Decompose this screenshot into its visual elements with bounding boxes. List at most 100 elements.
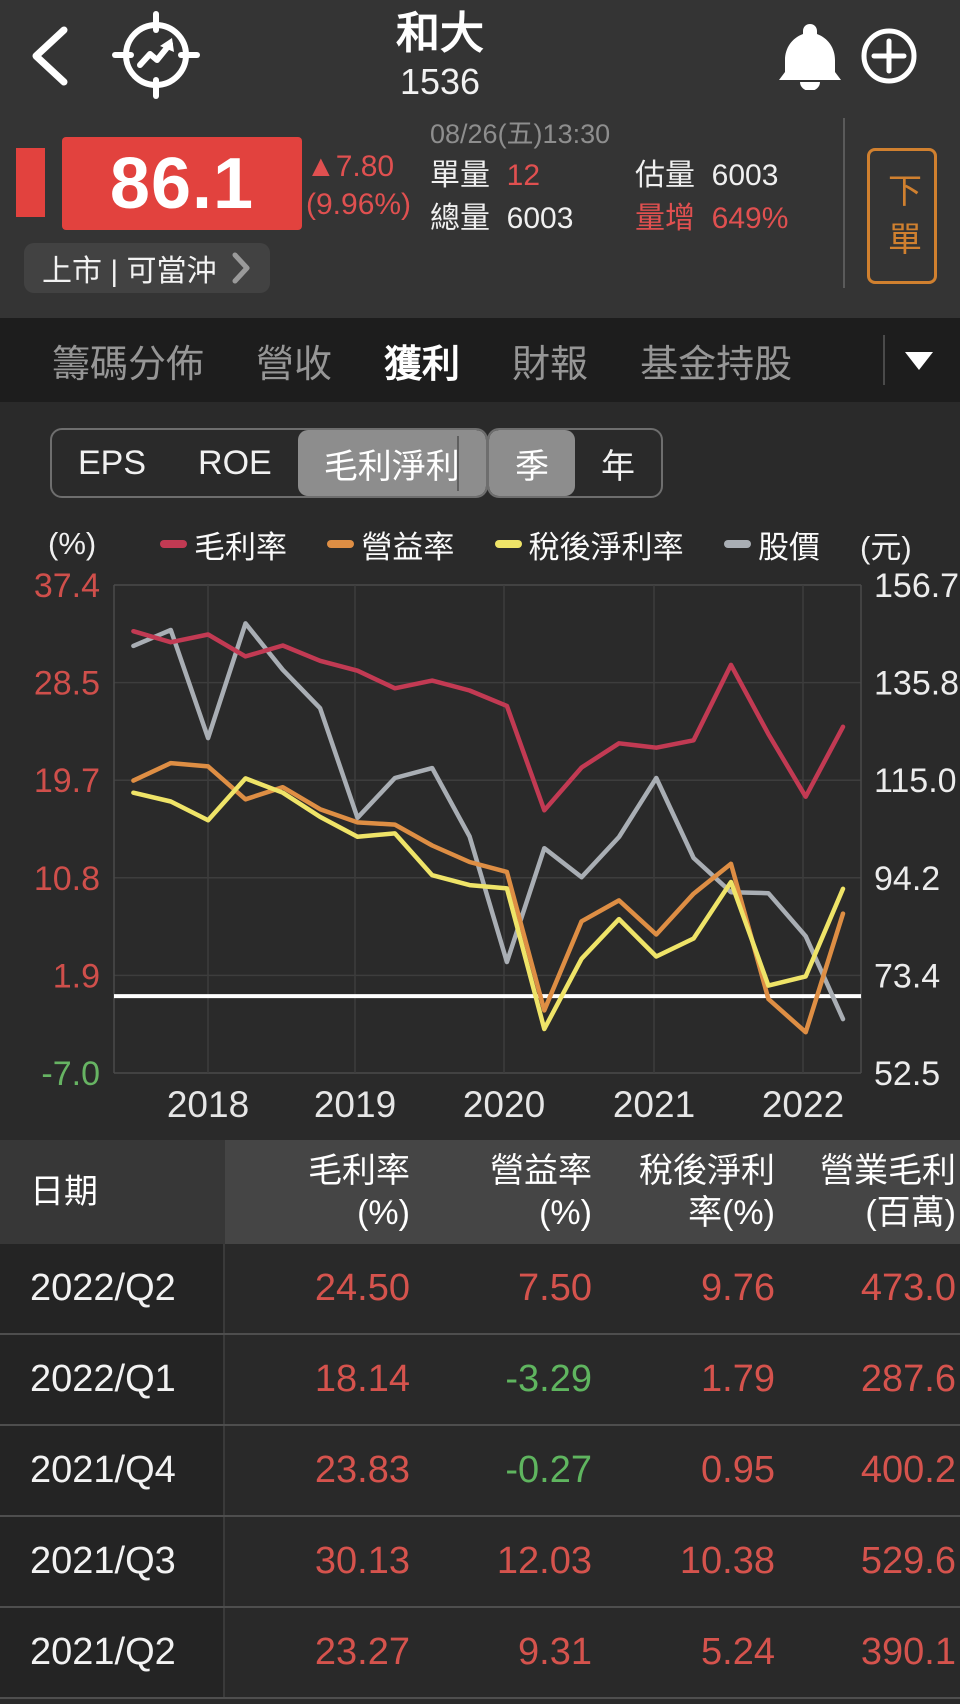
- legend-dash-icon: [327, 540, 355, 548]
- right-axis-tick: 135.8: [874, 665, 959, 703]
- legend-dash-icon: [160, 540, 187, 548]
- notification-bell-icon[interactable]: [778, 22, 842, 90]
- section-tabbar: 籌碼分佈 營收 獲利 財報 基金持股: [0, 318, 960, 402]
- stat-value: 12: [490, 159, 541, 192]
- period-subtabs: 季年: [487, 428, 663, 498]
- quote-datetime: 08/26(五)13:30: [430, 119, 611, 149]
- row-value: 23.27: [314, 1631, 410, 1673]
- subtab-年[interactable]: 年: [601, 447, 635, 486]
- last-price-box: 86.1: [62, 137, 302, 230]
- column-header: 營業毛利 (百萬): [820, 1152, 956, 1232]
- legend-item-毛利率: 毛利率: [160, 522, 287, 567]
- left-axis-tick: 37.4: [34, 567, 100, 605]
- left-axis-tick: 10.8: [34, 860, 100, 898]
- subtab-季[interactable]: 季: [489, 430, 575, 496]
- row-value: 10.38: [679, 1540, 775, 1582]
- legend-item-股價: 股價: [723, 522, 820, 567]
- series-line-毛利率: [131, 628, 846, 813]
- row-value: 473.0: [860, 1267, 956, 1309]
- stat-value: 649%: [695, 202, 789, 235]
- place-order-button[interactable]: 下單: [867, 148, 937, 284]
- series-line-稅後淨利率: [131, 776, 846, 1032]
- chart-legend: 毛利率 營益率 稅後淨利率 股價: [160, 522, 820, 567]
- stat-value: 6003: [695, 159, 779, 192]
- stock-name: 和大: [396, 9, 484, 58]
- row-value: 400.2: [860, 1449, 956, 1491]
- margin-chart[interactable]: 37.4 28.5 19.7 10.8 1.9 -7.0 156.7 135.8 115.0 94…: [0, 560, 960, 1128]
- subtab-EPS[interactable]: EPS: [78, 443, 147, 482]
- legend-label: 毛利率: [194, 529, 287, 565]
- price-order-divider: [843, 118, 845, 288]
- stat-volume-increase: 量增 649%: [635, 193, 788, 237]
- left-axis-tick: 1.9: [53, 957, 100, 995]
- row-value: 5.24: [701, 1631, 775, 1673]
- stat-est-volume: 估量 6003: [635, 150, 778, 194]
- legend-dash-icon: [494, 540, 522, 548]
- tabbar-divider: [883, 335, 885, 385]
- legend-dash-icon: [723, 540, 751, 548]
- stat-label: 單量: [430, 159, 490, 192]
- column-header: 稅後淨利 率(%): [639, 1152, 775, 1232]
- row-value: 0.95: [701, 1449, 775, 1491]
- legend-label: 營益率: [361, 529, 455, 565]
- table-row[interactable]: 2022/Q1 18.14 -3.29 1.79 287.6: [0, 1335, 960, 1426]
- right-axis-tick: 115.0: [874, 762, 957, 800]
- x-axis-label: 2021: [613, 1084, 695, 1125]
- table-row[interactable]: 2021/Q2 23.27 9.31 5.24 390.1: [0, 1608, 960, 1699]
- row-date: 2021/Q3: [0, 1517, 225, 1606]
- row-date: 2022/Q2: [0, 1244, 225, 1333]
- row-value: -3.29: [505, 1358, 592, 1400]
- right-axis-tick: 73.4: [874, 957, 940, 995]
- row-value: 529.6: [860, 1540, 956, 1582]
- metric-subtabs: EPS ROE 毛利淨利: [50, 428, 488, 498]
- left-axis-tick: 28.5: [34, 665, 100, 703]
- right-axis-tick: 52.5: [874, 1055, 940, 1093]
- header-section: 和大 1536 86.1 ▲7.80 (9.96%) 08/26(五)13:30…: [0, 0, 960, 318]
- row-value: 23.83: [314, 1449, 410, 1491]
- price-change: ▲7.80: [306, 150, 395, 183]
- stock-code: 1536: [399, 61, 481, 102]
- title-block: 和大 1536: [330, 8, 550, 104]
- row-date: 2021/Q4: [0, 1426, 225, 1515]
- price-change-pct: (9.96%): [306, 188, 412, 221]
- right-axis-unit: (元): [860, 529, 912, 565]
- row-value: -0.27: [505, 1449, 592, 1491]
- more-tabs-icon[interactable]: [905, 352, 933, 370]
- last-price: 86.1: [109, 143, 255, 224]
- x-axis-label: 2022: [762, 1084, 844, 1125]
- legend-label: 股價: [757, 529, 820, 565]
- subtab-毛利淨利[interactable]: 毛利淨利: [297, 430, 486, 496]
- stat-total-volume: 總量 6003: [430, 193, 573, 237]
- x-axis-label: 2020: [463, 1084, 545, 1125]
- table-row[interactable]: 2021/Q4 23.83 -0.27 0.95 400.2: [0, 1426, 960, 1517]
- table-row[interactable]: 2021/Q3 30.13 12.03 10.38 529.6: [0, 1517, 960, 1608]
- row-value: 24.50: [314, 1267, 410, 1309]
- tab-籌碼分佈[interactable]: 籌碼分佈: [52, 343, 205, 386]
- market-status-label: 上市 | 可當沖: [42, 255, 217, 288]
- table-header-row: 日期 毛利率 (%) 營益率 (%) 稅後淨利 率(%) 營業毛利 (百萬): [0, 1140, 960, 1244]
- subtab-ROE[interactable]: ROE: [198, 443, 272, 482]
- tab-營收[interactable]: 營收: [256, 343, 333, 386]
- back-icon[interactable]: [22, 24, 78, 88]
- row-value: 1.79: [701, 1358, 775, 1400]
- table-row[interactable]: 2022/Q2 24.50 7.50 9.76 473.0: [0, 1244, 960, 1335]
- row-value: 390.1: [860, 1631, 956, 1673]
- x-axis-label: 2019: [314, 1084, 396, 1125]
- row-date: 2021/Q2: [0, 1608, 225, 1697]
- trend-target-icon[interactable]: [112, 10, 200, 100]
- chart-canvas: 37.4 28.5 19.7 10.8 1.9 -7.0 156.7 135.8 115.0 94…: [34, 567, 959, 1125]
- left-axis-tick: -7.0: [41, 1055, 100, 1093]
- tab-獲利[interactable]: 獲利: [384, 343, 461, 386]
- legend-item-營益率: 營益率: [327, 522, 454, 567]
- tab-基金持股[interactable]: 基金持股: [640, 343, 793, 386]
- series-line-營益率: [131, 760, 846, 1035]
- quarterly-table: 日期 毛利率 (%) 營益率 (%) 稅後淨利 率(%) 營業毛利 (百萬) 2022/Q2 24…: [0, 1140, 960, 1699]
- add-watchlist-icon[interactable]: [860, 27, 918, 85]
- chevron-right-icon: [232, 252, 250, 284]
- market-status-pill[interactable]: 上市 | 可當沖: [24, 243, 271, 293]
- left-axis-unit: (%): [48, 526, 97, 561]
- row-value: 7.50: [518, 1267, 592, 1309]
- tab-財報[interactable]: 財報: [512, 343, 589, 386]
- legend-item-稅後淨利率: 稅後淨利率: [494, 522, 684, 567]
- stat-label: 估量: [635, 159, 695, 192]
